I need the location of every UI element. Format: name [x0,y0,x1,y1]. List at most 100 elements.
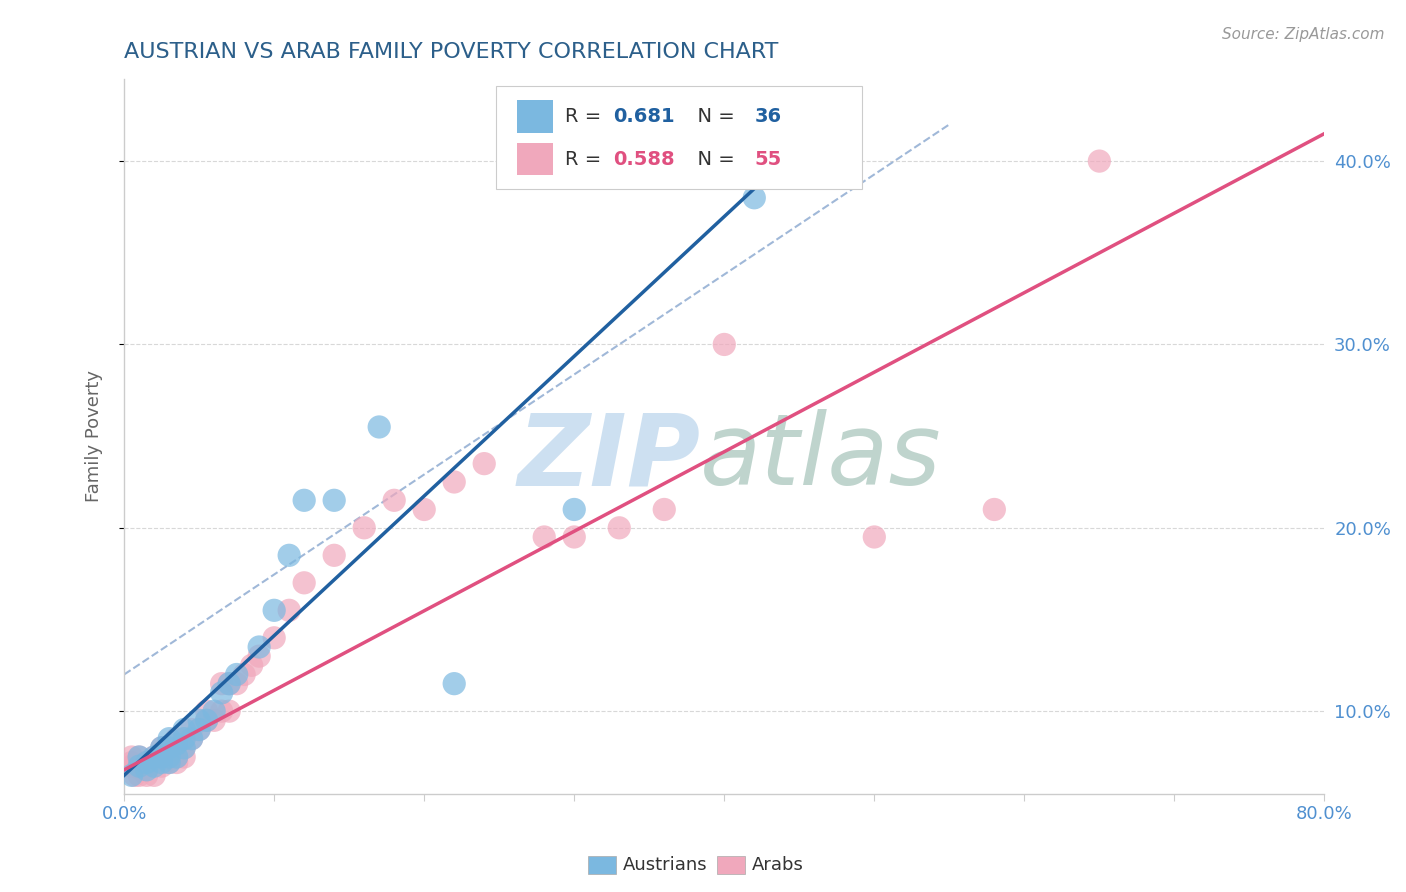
Point [121,750,143,764]
Point [166,756,188,770]
Point [128,768,150,782]
Point [150,759,173,773]
Point [292,575,315,590]
Point [1088,154,1111,169]
Point [128,750,150,764]
Point [278,549,301,563]
Text: Austrians: Austrians [623,856,707,874]
Point [150,740,173,755]
Point [150,756,173,770]
Point [983,502,1005,516]
Point [173,723,195,737]
Point [131,763,153,777]
Point [278,603,301,617]
Point [157,756,180,770]
Point [607,521,630,535]
Point [211,704,233,718]
Point [150,750,173,764]
Text: AUSTRIAN VS ARAB FAMILY POVERTY CORRELATION CHART: AUSTRIAN VS ARAB FAMILY POVERTY CORRELAT… [124,42,779,62]
Point [135,756,157,770]
Point [125,759,148,773]
Point [173,731,195,746]
Point [173,740,195,755]
Point [263,603,285,617]
Point [157,731,180,746]
Text: R =: R = [565,107,607,126]
Point [150,740,173,755]
FancyBboxPatch shape [516,144,553,176]
Point [157,740,180,755]
Point [443,475,465,489]
Point [211,676,233,690]
Point [121,768,143,782]
Point [247,640,270,654]
Point [202,704,225,718]
Point [323,493,346,508]
Text: Arabs: Arabs [752,856,804,874]
Text: ZIP: ZIP [517,409,700,506]
Point [233,667,256,681]
Point [128,759,150,773]
Point [353,521,375,535]
Point [128,759,150,773]
Point [292,493,315,508]
Point [135,763,157,777]
Point [195,714,218,728]
Text: N =: N = [685,150,741,169]
Point [173,731,195,746]
Point [180,731,202,746]
Point [128,750,150,764]
Point [382,493,405,508]
Point [323,549,346,563]
Point [195,714,218,728]
Point [166,737,188,751]
Point [188,723,211,737]
Point [218,676,240,690]
Point [562,530,585,544]
Text: 55: 55 [754,150,782,169]
Point [218,676,240,690]
Point [225,667,247,681]
Point [443,676,465,690]
Point [240,658,263,673]
Text: 36: 36 [754,107,782,126]
Point [413,502,436,516]
Point [143,750,166,764]
Point [166,750,188,764]
Point [166,750,188,764]
Point [121,759,143,773]
Point [863,530,886,544]
Point [180,731,202,746]
Point [173,750,195,764]
Point [121,756,143,770]
Point [742,191,765,205]
Point [157,740,180,755]
Point [180,723,202,737]
Text: 0.681: 0.681 [613,107,675,126]
Point [472,457,495,471]
Point [202,714,225,728]
Point [143,768,166,782]
Point [166,731,188,746]
Point [195,704,218,718]
Point [173,740,195,755]
Text: atlas: atlas [700,409,942,506]
Point [713,337,735,351]
Point [143,750,166,764]
Point [652,502,675,516]
Point [188,723,211,737]
Point [368,420,391,434]
Point [263,631,285,645]
FancyBboxPatch shape [496,86,862,189]
FancyBboxPatch shape [516,101,553,133]
Text: R =: R = [565,150,607,169]
Point [150,750,173,764]
Point [124,768,146,782]
Point [188,714,211,728]
Text: N =: N = [685,107,741,126]
Point [247,649,270,664]
Y-axis label: Family Poverty: Family Poverty [86,370,103,502]
Point [143,759,166,773]
Point [218,704,240,718]
Point [225,676,247,690]
